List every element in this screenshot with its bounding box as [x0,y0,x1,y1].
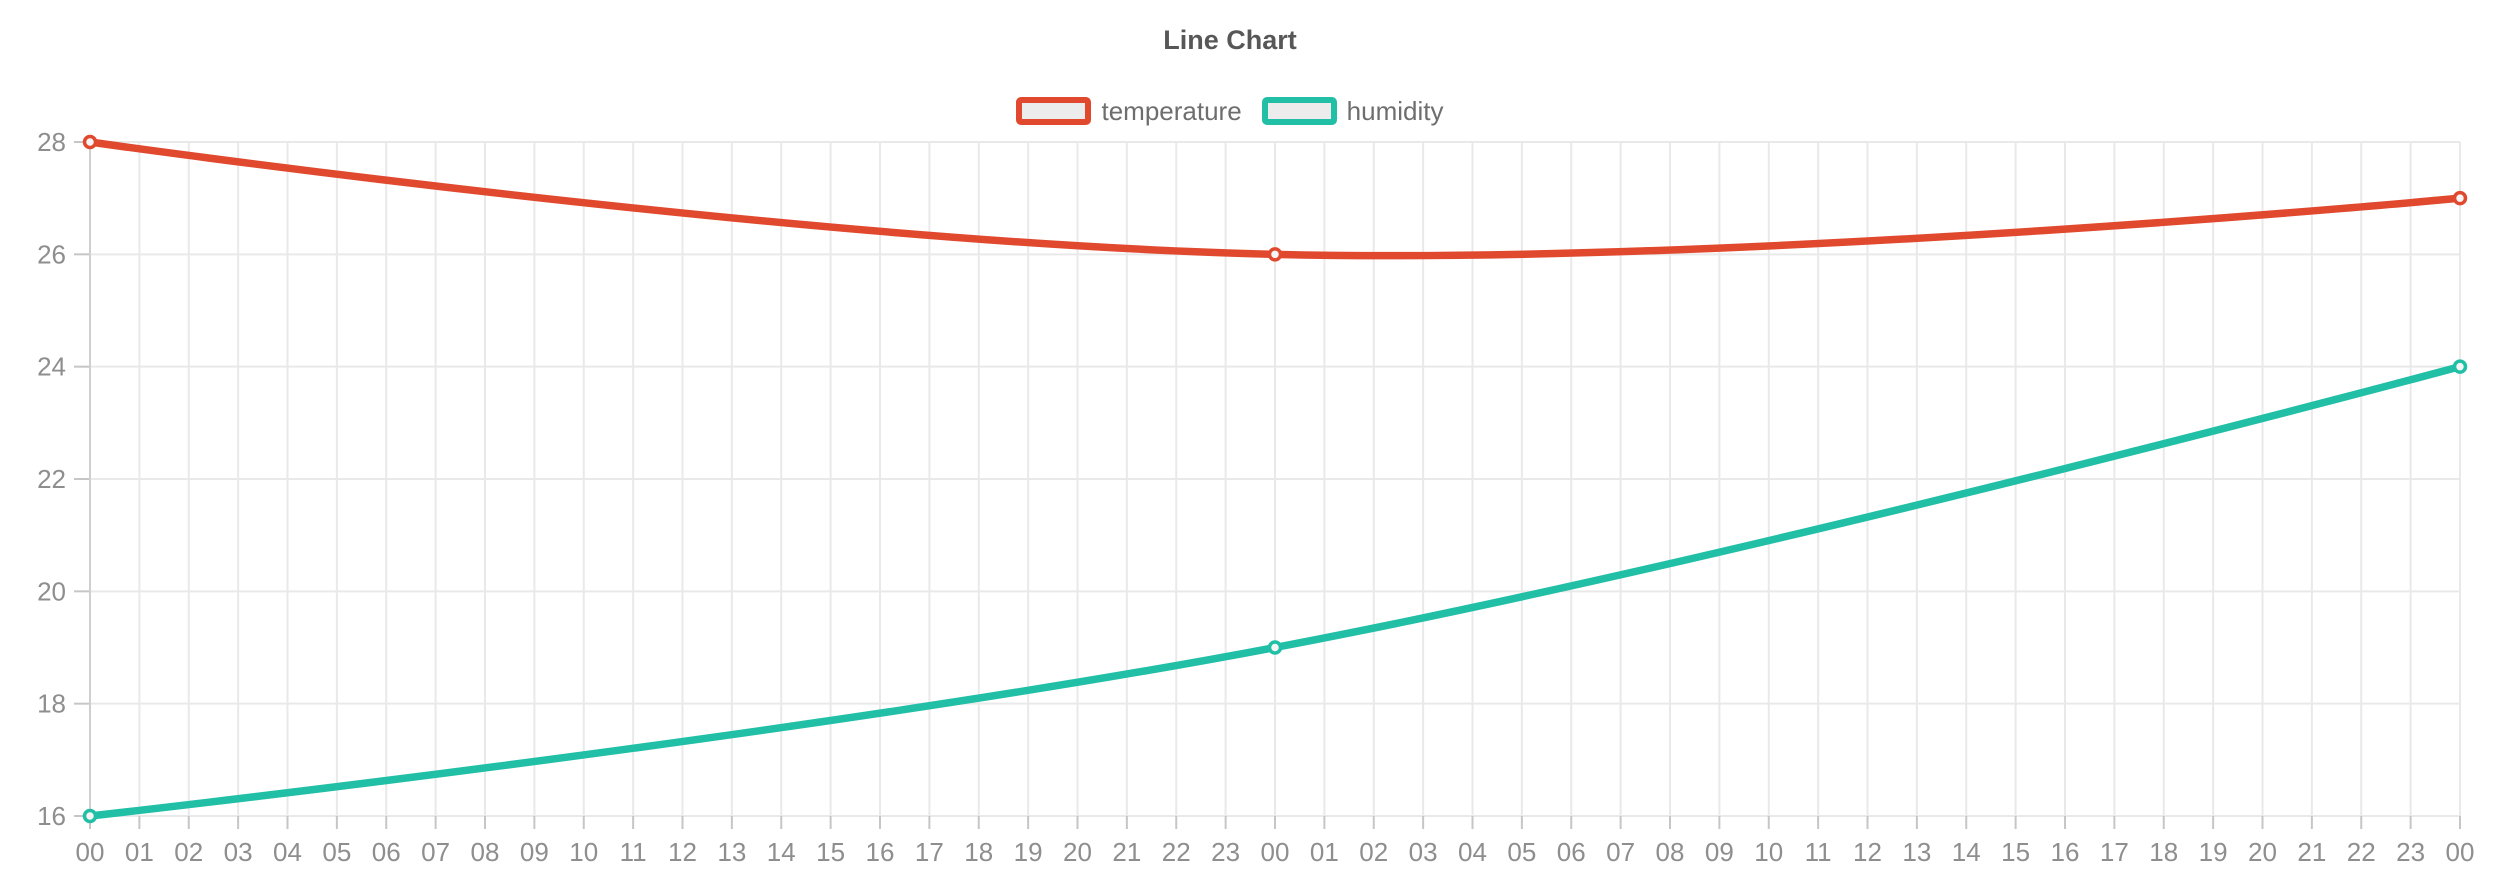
x-tick-label: 21 [1112,837,1141,867]
chart-legend: temperature humidity [0,95,2460,127]
x-tick-label: 02 [174,837,203,867]
x-tick-label: 18 [2149,837,2178,867]
x-tick-label: 17 [915,837,944,867]
x-tick-label: 16 [866,837,895,867]
x-tick-label: 09 [1705,837,1734,867]
y-tick-label: 22 [37,464,66,494]
x-tick-label: 22 [2347,837,2376,867]
x-tick-label: 01 [1310,837,1339,867]
legend-label-temperature: temperature [1101,95,1242,126]
x-tick-label: 12 [668,837,697,867]
chart-title: Line Chart [1163,25,1297,55]
y-tick-label: 24 [37,352,66,382]
x-tick-label: 19 [2199,837,2228,867]
legend-item-humidity[interactable]: humidity [1261,95,1444,127]
x-tick-label: 17 [2100,837,2129,867]
x-tick-label: 10 [1754,837,1783,867]
data-point-humidity[interactable] [82,808,98,824]
legend-label-humidity: humidity [1346,95,1444,126]
data-point-temperature[interactable] [2452,190,2468,206]
x-tick-label: 02 [1359,837,1388,867]
x-tick-label: 19 [1014,837,1043,867]
legend-swatch-humidity-icon [1261,97,1337,125]
data-point-temperature[interactable] [1267,247,1283,262]
data-point-humidity[interactable] [1267,640,1283,655]
x-tick-label: 10 [569,837,598,867]
y-tick-label: 18 [37,689,66,719]
x-tick-label: 09 [520,837,549,867]
legend-swatch-temperature-icon [1016,97,1092,125]
x-tick-label: 23 [2396,837,2425,867]
x-tick-label: 23 [1211,837,1240,867]
x-tick-label: 13 [717,837,746,867]
x-tick-label: 22 [1162,837,1191,867]
data-point-temperature[interactable] [82,134,98,150]
x-tick-label: 12 [1853,837,1882,867]
x-tick-label: 00 [76,837,105,867]
y-tick-label: 28 [37,127,66,157]
x-tick-label: 13 [1902,837,1931,867]
x-tick-label: 14 [1952,837,1981,867]
x-tick-label: 00 [1261,837,1290,867]
legend-item-temperature[interactable]: temperature [1016,95,1242,127]
x-tick-label: 15 [816,837,845,867]
y-tick-label: 20 [37,576,66,606]
x-tick-label: 11 [620,837,647,867]
x-tick-label: 16 [2051,837,2080,867]
x-tick-label: 00 [2446,837,2475,867]
y-tick-label: 16 [37,801,66,831]
x-tick-label: 20 [1063,837,1092,867]
x-tick-label: 03 [1409,837,1438,867]
x-tick-label: 04 [1458,837,1487,867]
x-tick-label: 04 [273,837,302,867]
x-tick-label: 05 [322,837,351,867]
y-tick-label: 26 [37,239,66,269]
x-tick-label: 20 [2248,837,2277,867]
x-tick-label: 06 [1557,837,1586,867]
x-tick-label: 08 [471,837,500,867]
x-tick-label: 03 [224,837,253,867]
data-point-humidity[interactable] [2452,359,2468,374]
x-tick-label: 11 [1805,837,1832,867]
x-tick-label: 08 [1656,837,1685,867]
x-tick-label: 07 [1606,837,1635,867]
x-tick-label: 05 [1507,837,1536,867]
x-tick-label: 14 [767,837,796,867]
x-tick-label: 07 [421,837,450,867]
x-tick-label: 06 [372,837,401,867]
x-tick-label: 01 [125,837,154,867]
x-tick-label: 18 [964,837,993,867]
x-tick-label: 21 [2297,837,2326,867]
x-tick-label: 15 [2001,837,2030,867]
